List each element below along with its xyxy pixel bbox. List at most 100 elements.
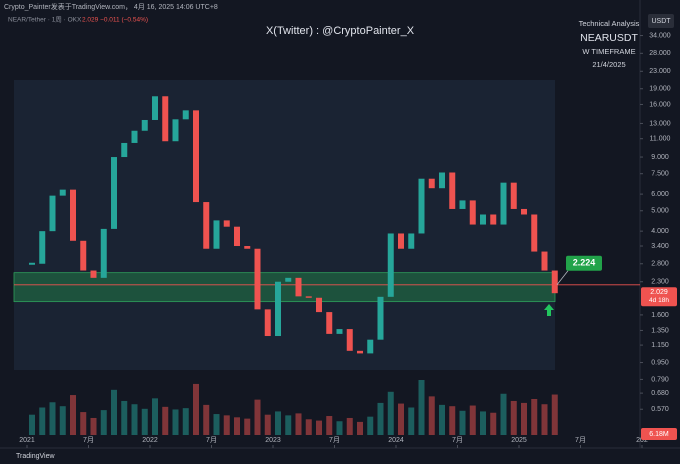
- candle: [152, 96, 158, 120]
- x-tick-label: 7月: [329, 436, 340, 444]
- quote: 2.029 −0.011 (−0.54%): [82, 17, 148, 24]
- volume-bar: [326, 416, 333, 435]
- volume-bar: [387, 391, 394, 435]
- volume-bar: [80, 412, 87, 435]
- volume-bar: [172, 409, 179, 435]
- volume-bar: [490, 412, 497, 435]
- volume-bar: [152, 398, 158, 435]
- volume-bar: [521, 402, 527, 435]
- volume-bar: [469, 405, 476, 435]
- y-tick-label: 1.600: [651, 312, 669, 319]
- info-pair: NEARUSDT: [580, 32, 638, 44]
- volume-bar: [121, 400, 128, 435]
- candle: [500, 182, 507, 225]
- info-heading: Technical Analysis: [579, 19, 640, 28]
- candle: [326, 312, 333, 334]
- volume-bar: [131, 404, 138, 435]
- candle: [285, 277, 292, 282]
- candle: [449, 172, 456, 209]
- volume-bar: [480, 411, 486, 435]
- price-label: 2.029: [650, 289, 668, 296]
- x-tick-label: 2022: [142, 437, 158, 444]
- volume-bar: [275, 411, 281, 435]
- candle: [541, 251, 548, 271]
- volume-bar: [285, 415, 292, 435]
- up-arrow: [544, 304, 554, 316]
- candle: [49, 195, 56, 232]
- candle: [521, 208, 527, 215]
- level-label: 2.224: [573, 258, 596, 268]
- volume-bar: [398, 403, 404, 435]
- volume-bar: [418, 380, 425, 435]
- volume-bar: [531, 398, 538, 435]
- y-tick-label: 34.000: [649, 32, 671, 39]
- candle: [234, 226, 240, 247]
- candle: [70, 189, 76, 241]
- volume-bar: [541, 404, 548, 435]
- unit-box: [648, 14, 674, 28]
- volume-bar: [510, 400, 517, 435]
- candle: [346, 329, 353, 351]
- y-tick-label: 0.680: [651, 390, 669, 397]
- x-tick-label: 2021: [19, 437, 35, 444]
- volume-bar: [367, 416, 374, 435]
- volume-bar: [162, 406, 169, 435]
- volume-bar: [244, 418, 251, 435]
- candle: [254, 248, 261, 310]
- x-tick-label: 2025: [511, 437, 527, 444]
- attribution: Crypto_Painter发表于TradingView.com， 4月 16,…: [4, 2, 218, 11]
- volume-bar: [408, 407, 415, 435]
- volume-bar: [500, 393, 507, 435]
- candle: [264, 309, 271, 337]
- candle: [29, 262, 35, 265]
- y-tick-label: 9.000: [651, 154, 669, 161]
- volume-bar: [459, 410, 466, 435]
- info-timeframe: W TIMEFRAME: [582, 47, 635, 56]
- candle: [490, 214, 497, 225]
- level-label-box: [566, 255, 602, 271]
- candle: [100, 228, 107, 278]
- y-tick-label: 2.800: [651, 261, 669, 268]
- volume-label-box: [641, 428, 677, 440]
- candle: [162, 96, 169, 142]
- countdown-label: 4d 18h: [649, 297, 669, 304]
- y-tick-label: 4.000: [651, 228, 669, 235]
- candle: [469, 200, 476, 225]
- y-tick-label: 1.150: [651, 342, 669, 349]
- price-label-box: [641, 287, 677, 307]
- candle: [459, 200, 466, 209]
- unit-label: USDT: [651, 18, 671, 25]
- y-tick-label: 5.000: [651, 208, 669, 215]
- candle: [80, 240, 87, 271]
- volume-bar: [182, 408, 189, 435]
- candle: [387, 233, 394, 297]
- volume-bar: [59, 406, 66, 435]
- volume-bar: [70, 395, 76, 435]
- volume-bar: [100, 410, 107, 435]
- candle: [367, 339, 374, 354]
- candle: [193, 110, 199, 203]
- y-tick-label: 7.500: [651, 171, 669, 178]
- y-tick-label: 11.000: [650, 136, 671, 143]
- candle: [131, 130, 138, 143]
- volume-bar: [29, 414, 35, 435]
- x-tick-label: 202: [636, 437, 648, 444]
- candle: [213, 220, 220, 249]
- volume-bar: [357, 421, 363, 435]
- volume-bar: [111, 389, 117, 435]
- volume-bar: [223, 415, 230, 435]
- volume-bar: [336, 421, 343, 435]
- volume-bar: [346, 417, 353, 435]
- candle: [182, 110, 189, 120]
- level-pointer: [556, 270, 569, 286]
- candle: [408, 233, 415, 249]
- candle: [172, 119, 179, 142]
- x-tick-label: 7月: [575, 436, 586, 444]
- volume-bar: [551, 394, 558, 435]
- candle: [295, 277, 302, 297]
- y-tick-label: 0.790: [651, 376, 669, 383]
- y-tick-label: 1.350: [651, 327, 669, 334]
- y-tick-label: 13.000: [649, 120, 671, 127]
- candle: [316, 297, 322, 313]
